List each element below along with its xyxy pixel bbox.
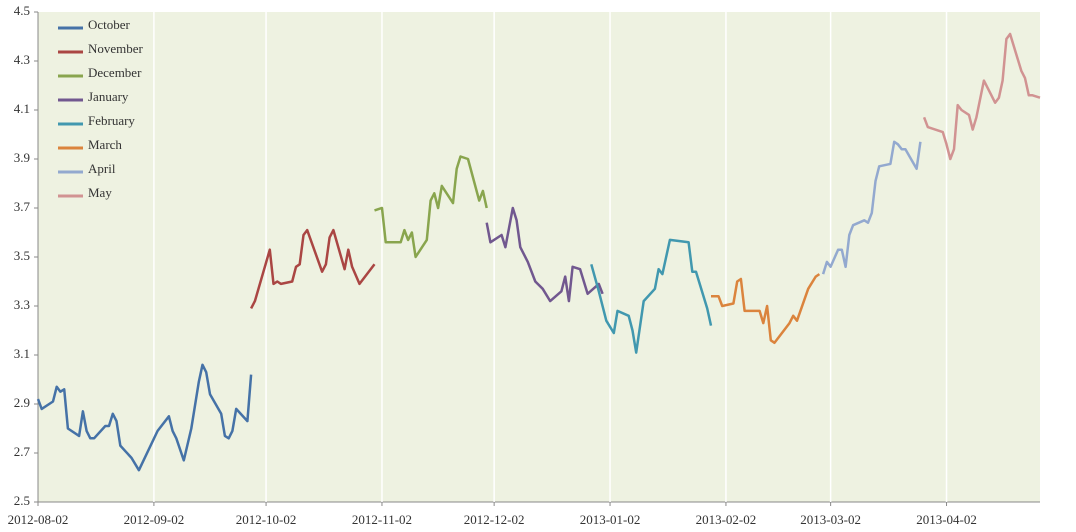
x-tick-label: 2012-09-02 [124, 512, 185, 527]
y-tick-label: 3.1 [14, 346, 30, 361]
y-tick-label: 4.1 [14, 101, 30, 116]
legend-label: April [88, 161, 116, 176]
x-tick-label: 2013-01-02 [580, 512, 641, 527]
y-tick-label: 3.7 [14, 199, 31, 214]
legend-label: May [88, 185, 112, 200]
x-tick-label: 2012-10-02 [236, 512, 297, 527]
y-tick-label: 2.9 [14, 395, 30, 410]
x-tick-label: 2013-02-02 [696, 512, 757, 527]
series-line [36, 363, 253, 472]
series-line [711, 273, 821, 345]
legend-label: October [88, 17, 131, 32]
x-tick-label: 2013-03-02 [800, 512, 861, 527]
x-tick-label: 2013-04-02 [916, 512, 977, 527]
legend-label: January [88, 89, 129, 104]
series-line [485, 206, 604, 303]
series-line [590, 238, 713, 354]
x-tick-label: 2012-11-02 [352, 512, 412, 527]
y-tick-label: 3.3 [14, 297, 30, 312]
legend-label: March [88, 137, 122, 152]
x-tick-label: 2012-12-02 [464, 512, 525, 527]
y-tick-label: 4.5 [14, 3, 30, 18]
y-tick-label: 3.5 [14, 248, 30, 263]
series-line [821, 140, 922, 275]
legend-label: February [88, 113, 135, 128]
y-tick-label: 3.9 [14, 150, 30, 165]
y-tick-label: 2.5 [14, 493, 30, 508]
y-tick-label: 4.3 [14, 52, 30, 67]
y-tick-label: 2.7 [14, 444, 31, 459]
legend-label: December [88, 65, 142, 80]
x-tick-label: 2012-08-02 [8, 512, 69, 527]
plot-area [38, 12, 1040, 502]
series-line [249, 228, 376, 309]
series-line [922, 32, 1041, 161]
series-line [374, 155, 488, 259]
legend-label: November [88, 41, 144, 56]
